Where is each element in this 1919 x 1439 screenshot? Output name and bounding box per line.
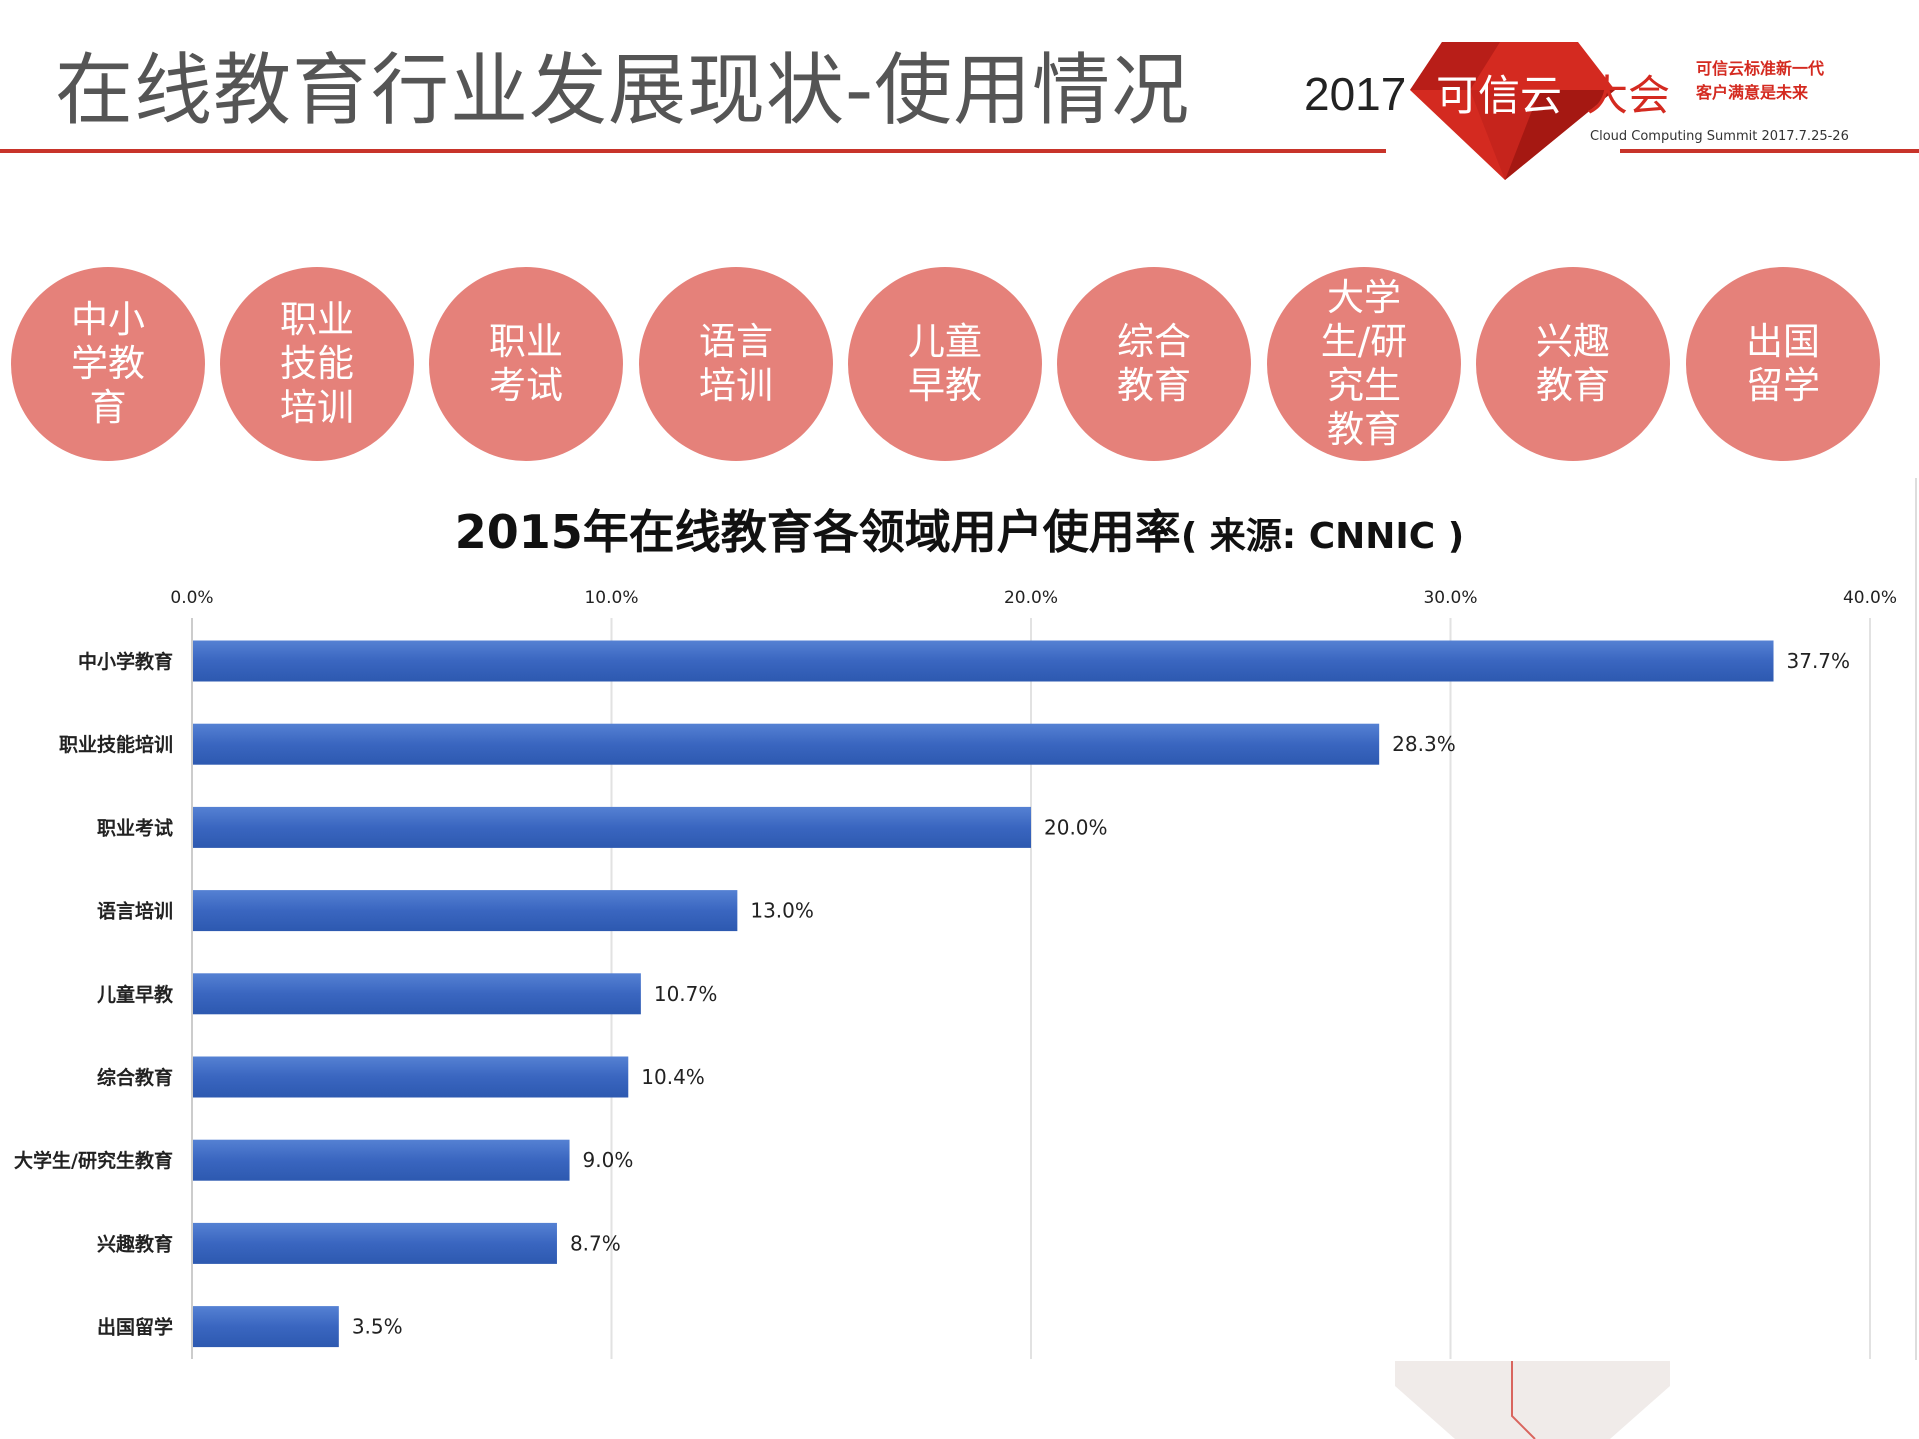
data-label: 8.7% (570, 1231, 621, 1255)
category-circle-label: 儿童早教 (908, 320, 982, 407)
tick-label: 30.0% (1423, 588, 1477, 608)
category-label: 儿童早教 (96, 983, 174, 1006)
category-circle-label: 语言培训 (699, 320, 773, 407)
category-circle-label: 职业技能培训 (280, 298, 354, 429)
category-circle: 职业考试 (429, 267, 623, 461)
tick-label: 0.0% (170, 588, 213, 608)
data-label: 20.0% (1044, 815, 1108, 839)
category-circle-label: 出国留学 (1746, 320, 1820, 407)
logo-name-red: 大会 (1586, 71, 1670, 120)
bar (193, 890, 738, 932)
logo-name-white: 可信云 (1436, 71, 1562, 120)
header-divider-left (0, 149, 1386, 153)
logo-subtitle: Cloud Computing Summit 2017.7.25-26 (1590, 129, 1849, 144)
chart-title: 2015年在线教育各领域用户使用率 (454, 505, 1181, 559)
category-label: 兴趣教育 (97, 1232, 173, 1255)
category-circle-label: 职业考试 (489, 320, 563, 407)
logo-slogan-1: 可信云标准新一代 (1696, 59, 1824, 78)
bottom-chevron-decoration (1395, 1361, 1670, 1439)
data-label: 10.4% (641, 1065, 705, 1089)
category-circle: 语言培训 (639, 267, 833, 461)
category-circle: 综合教育 (1057, 267, 1251, 461)
logo-slogan-2: 客户满意是未来 (1696, 83, 1809, 102)
bar (193, 640, 1774, 682)
bar (193, 723, 1380, 765)
logo-year: 2017 (1304, 68, 1406, 120)
category-circle-label: 中小学教育 (71, 298, 145, 429)
category-label: 职业技能培训 (59, 733, 173, 756)
bar (193, 1056, 629, 1098)
category-label: 职业考试 (97, 817, 173, 839)
header-divider-right (1620, 149, 1919, 153)
category-circle: 大学生/研究生教育 (1267, 267, 1461, 461)
category-circle: 职业技能培训 (220, 267, 414, 461)
data-label: 10.7% (654, 982, 718, 1006)
category-label: 中小学教育 (78, 650, 173, 673)
bar (193, 1139, 570, 1181)
tick-label: 40.0% (1843, 588, 1897, 608)
bar (193, 1306, 339, 1348)
category-circle: 出国留学 (1686, 267, 1880, 461)
tick-label: 10.0% (584, 588, 638, 608)
category-label: 大学生/研究生教育 (14, 1149, 173, 1172)
chart-source: ( 来源: CNNIC ) (1180, 516, 1465, 557)
category-label: 综合教育 (97, 1066, 173, 1089)
summit-logo: 2017 可信云 大会 可信云标准新一代 客户满意是未来 Cloud Compu… (1304, 42, 1849, 180)
page-title: 在线教育行业发展现状-使用情况 (55, 46, 1191, 136)
bar (193, 1222, 557, 1264)
category-circle: 儿童早教 (848, 267, 1042, 461)
category-circle: 兴趣教育 (1476, 267, 1670, 461)
chart-title-wrap: 2015年在线教育各领域用户使用率( 来源: CNNIC ) (0, 496, 1919, 562)
data-label: 13.0% (750, 899, 814, 923)
tick-label: 20.0% (1004, 588, 1058, 608)
category-circle: 中小学教育 (11, 267, 205, 461)
data-label: 28.3% (1392, 732, 1456, 756)
data-label: 9.0% (583, 1148, 634, 1172)
bar (193, 806, 1031, 848)
category-circle-label: 兴趣教育 (1536, 320, 1610, 407)
category-circle-label: 综合教育 (1117, 320, 1191, 407)
category-circle-label: 大学生/研究生教育 (1320, 276, 1408, 451)
bar (193, 973, 641, 1015)
data-label: 37.7% (1787, 649, 1851, 673)
category-label: 语言培训 (97, 900, 173, 923)
category-label: 出国留学 (97, 1316, 173, 1339)
data-label: 3.5% (352, 1315, 403, 1339)
